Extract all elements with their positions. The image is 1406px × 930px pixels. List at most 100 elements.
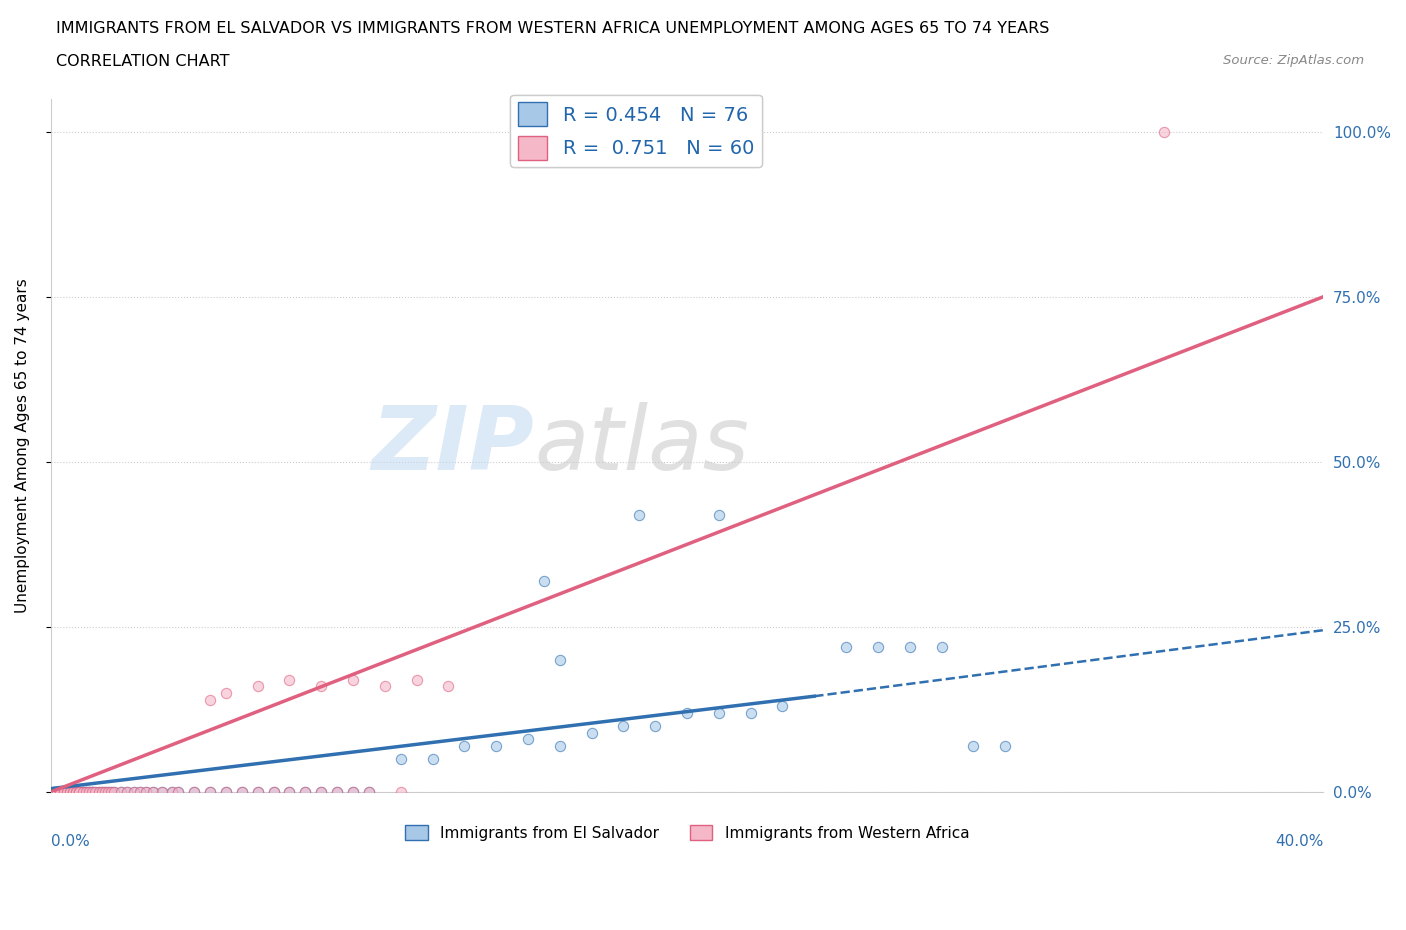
Point [49, 785, 72, 800]
Point [160, 785, 183, 800]
Point [90, 785, 112, 800]
Point [231, 785, 253, 800]
Point [59, 785, 82, 800]
Point [198, 692, 221, 707]
Point [835, 639, 858, 654]
Point [160, 785, 183, 800]
Point [59, 785, 82, 800]
Point [94, 785, 117, 800]
Point [437, 679, 460, 694]
Text: 40.0%: 40.0% [1275, 833, 1323, 848]
Point [707, 705, 730, 720]
Point [581, 725, 603, 740]
Point [122, 785, 145, 800]
Point [55, 785, 77, 800]
Point [122, 785, 145, 800]
Point [94, 785, 117, 800]
Point [52, 785, 75, 800]
Point [326, 785, 349, 800]
Point [374, 679, 396, 694]
Point [103, 785, 125, 800]
Point [150, 785, 173, 800]
Point [453, 738, 475, 753]
Point [69, 785, 91, 800]
Point [46, 785, 69, 800]
Point [82, 785, 104, 800]
Point [87, 785, 110, 800]
Point [59, 785, 82, 800]
Point [278, 672, 301, 687]
Point [115, 785, 138, 800]
Point [898, 639, 921, 654]
Point [69, 785, 91, 800]
Point [263, 785, 285, 800]
Point [59, 785, 82, 800]
Point [246, 785, 269, 800]
Point [62, 785, 84, 800]
Point [246, 679, 269, 694]
Point [135, 785, 157, 800]
Point [342, 785, 364, 800]
Point [69, 785, 91, 800]
Point [55, 785, 77, 800]
Point [75, 785, 97, 800]
Point [72, 785, 94, 800]
Point [100, 785, 122, 800]
Point [90, 785, 112, 800]
Point [62, 785, 84, 800]
Point [866, 639, 889, 654]
Text: 0.0%: 0.0% [51, 833, 90, 848]
Point [62, 785, 84, 800]
Point [110, 785, 132, 800]
Point [97, 785, 120, 800]
Point [357, 785, 380, 800]
Point [84, 785, 107, 800]
Point [62, 785, 84, 800]
Point [167, 785, 190, 800]
Text: Source: ZipAtlas.com: Source: ZipAtlas.com [1223, 54, 1364, 67]
Text: CORRELATION CHART: CORRELATION CHART [56, 54, 229, 69]
Text: ZIP: ZIP [371, 402, 534, 489]
Point [49, 785, 72, 800]
Point [309, 785, 332, 800]
Point [77, 785, 100, 800]
Point [644, 719, 666, 734]
Point [69, 785, 91, 800]
Point [42, 785, 65, 800]
Point [962, 738, 984, 753]
Point [72, 785, 94, 800]
Point [772, 698, 794, 713]
Point [55, 785, 77, 800]
Point [263, 785, 285, 800]
Point [150, 785, 173, 800]
Point [533, 573, 555, 588]
Point [97, 785, 120, 800]
Point [110, 785, 132, 800]
Point [215, 785, 238, 800]
Point [548, 738, 571, 753]
Text: IMMIGRANTS FROM EL SALVADOR VS IMMIGRANTS FROM WESTERN AFRICA UNEMPLOYMENT AMONG: IMMIGRANTS FROM EL SALVADOR VS IMMIGRANT… [56, 21, 1050, 36]
Point [309, 679, 332, 694]
Point [405, 672, 427, 687]
Point [326, 785, 349, 800]
Point [115, 785, 138, 800]
Point [77, 785, 100, 800]
Point [46, 785, 69, 800]
Text: atlas: atlas [534, 403, 749, 488]
Y-axis label: Unemployment Among Ages 65 to 74 years: Unemployment Among Ages 65 to 74 years [15, 278, 30, 613]
Point [183, 785, 205, 800]
Point [49, 785, 72, 800]
Point [100, 785, 122, 800]
Point [65, 785, 87, 800]
Point [548, 653, 571, 668]
Point [342, 785, 364, 800]
Point [135, 785, 157, 800]
Point [517, 732, 540, 747]
Point [52, 785, 75, 800]
Point [82, 785, 104, 800]
Point [87, 785, 110, 800]
Point [707, 507, 730, 522]
Legend: R = 0.454   N = 76, R =  0.751   N = 60: R = 0.454 N = 76, R = 0.751 N = 60 [510, 95, 762, 167]
Point [389, 751, 412, 766]
Point [142, 785, 165, 800]
